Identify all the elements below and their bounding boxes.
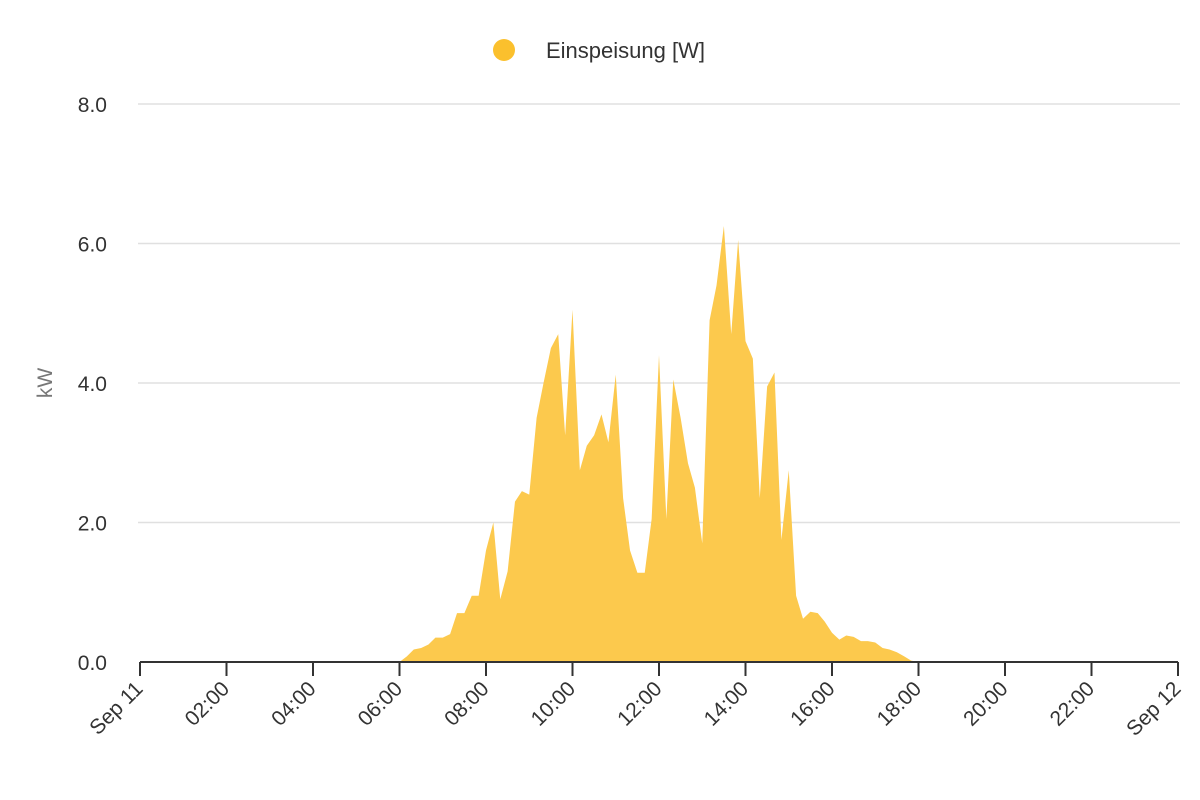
x-tick-label-5: 10:00 (527, 677, 580, 730)
x-tick-label-2: 04:00 (267, 677, 320, 730)
x-tick-label-10: 20:00 (959, 677, 1012, 730)
y-tick-label-2: 4.0 (78, 373, 107, 396)
x-tick-label-12: Sep 12 (1122, 677, 1185, 740)
x-tick-label-11: 22:00 (1046, 677, 1099, 730)
series-area-einspeisung[interactable] (140, 226, 1178, 662)
x-axis (139, 661, 1179, 676)
x-tick-label-3: 06:00 (354, 677, 407, 730)
x-tick-label-9: 18:00 (873, 677, 926, 730)
legend-label: Einspeisung [W] (546, 38, 705, 63)
y-tick-label-4: 8.0 (78, 94, 107, 117)
y-axis-title: kW (34, 368, 57, 399)
x-tick-label-1: 02:00 (181, 677, 234, 730)
x-tick-label-8: 16:00 (786, 677, 839, 730)
y-tick-label-0: 0.0 (78, 652, 107, 675)
legend[interactable]: Einspeisung [W] (493, 38, 705, 63)
y-tick-label-3: 6.0 (78, 234, 107, 257)
legend-marker-icon (493, 39, 515, 61)
x-tick-label-7: 14:00 (700, 677, 753, 730)
plot-area (140, 226, 1178, 662)
x-tick-label-4: 08:00 (440, 677, 493, 730)
x-tick-label-6: 12:00 (613, 677, 666, 730)
x-tick-label-0: Sep 11 (85, 677, 147, 739)
y-axis-labels: 0.0 2.0 4.0 6.0 8.0 (78, 94, 107, 675)
x-axis-labels: Sep 11 02:00 04:00 06:00 08:00 10:00 12:00 14:0… (85, 677, 1185, 740)
y-tick-label-1: 2.0 (78, 513, 107, 536)
